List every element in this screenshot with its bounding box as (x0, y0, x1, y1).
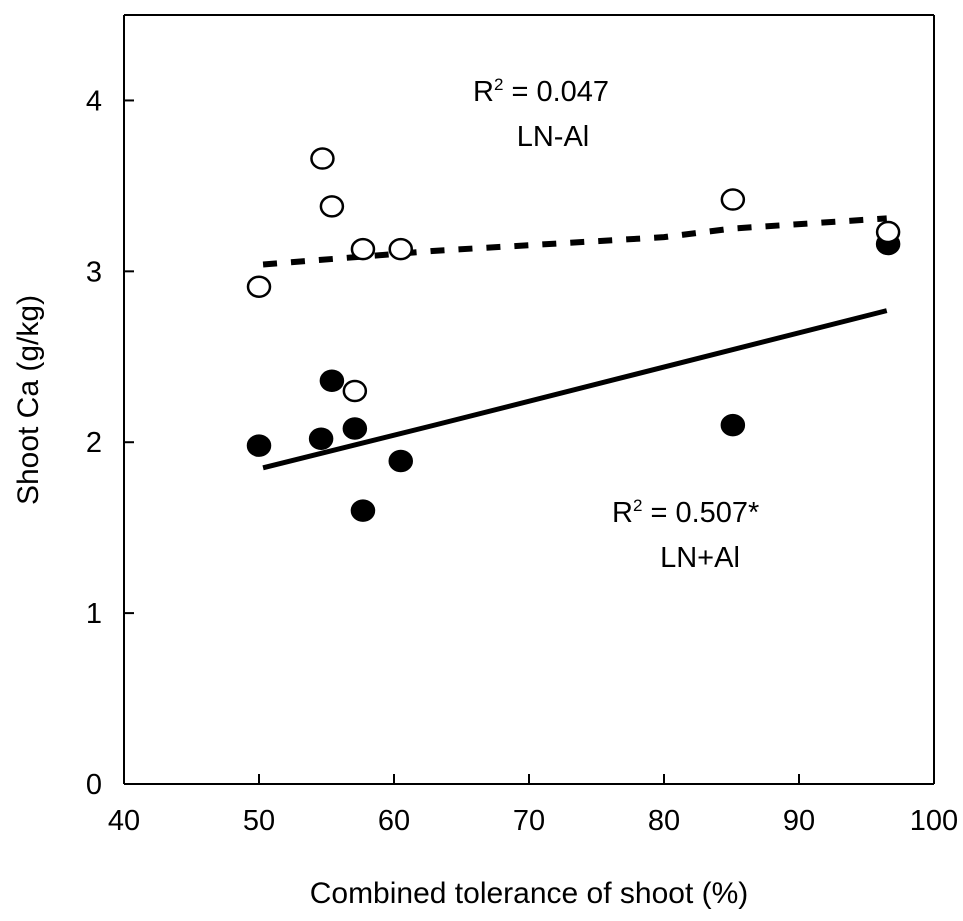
trend-line-dashed (262, 215, 887, 268)
data-point-open (350, 237, 376, 261)
r2-exponent: 2 (633, 496, 642, 515)
data-point-filled (246, 434, 272, 457)
r2-label-ln-plus-al: R2 = 0.507* (612, 496, 759, 529)
trend-lines (262, 215, 888, 471)
series-label-ln-plus-al: LN+Al (660, 542, 740, 574)
x-tick-label: 40 (108, 805, 140, 837)
y-tick-label: 2 (86, 427, 102, 459)
data-point-open (246, 275, 272, 298)
data-point-open (388, 237, 413, 261)
y-tick-label: 4 (86, 85, 102, 117)
y-tick-label: 0 (86, 769, 102, 801)
x-tick-label: 70 (513, 805, 545, 837)
y-axis-label: Shoot Ca (g/kg) (12, 295, 45, 505)
y-tick-label: 1 (86, 598, 102, 630)
y-ticks: 0 1 2 3 4 (86, 85, 134, 801)
r2-label-ln-minus-al: R2 = 0.047 (473, 75, 609, 108)
r2-value: = 0.507* (642, 497, 759, 529)
data-point-filled (388, 449, 413, 473)
x-tick-label: 90 (783, 805, 815, 837)
series-label-ln-minus-al: LN-Al (517, 121, 590, 153)
y-tick-label: 3 (86, 256, 102, 288)
data-point-filled (342, 417, 368, 440)
data-point-filled (350, 499, 376, 522)
x-tick-label: 80 (648, 805, 680, 837)
r2-value: = 0.047 (503, 76, 609, 108)
data-point-open (875, 220, 901, 244)
annotation-ln-plus-al: R2 = 0.507* LN+Al (612, 496, 759, 574)
x-tick-label: 60 (378, 805, 410, 837)
data-point-filled (319, 369, 345, 392)
data-point-filled (308, 427, 334, 451)
data-point-open (319, 195, 345, 218)
annotation-ln-minus-al: R2 = 0.047 LN-Al (473, 75, 609, 153)
trend-line-solid (262, 308, 888, 471)
r2-base: R (473, 76, 494, 108)
x-ticks: 40 50 60 70 80 90 100 (108, 774, 958, 837)
x-tick-label: 50 (243, 805, 275, 837)
data-point-open (342, 379, 368, 403)
data-point-open (310, 147, 335, 170)
x-tick-label: 100 (910, 805, 958, 837)
data-point-filled (720, 413, 746, 437)
data-point-open (720, 188, 746, 211)
x-axis-label: Combined tolerance of shoot (%) (310, 877, 749, 910)
r2-base: R (612, 497, 633, 529)
data-points (246, 147, 901, 522)
r2-exponent: 2 (494, 75, 503, 94)
